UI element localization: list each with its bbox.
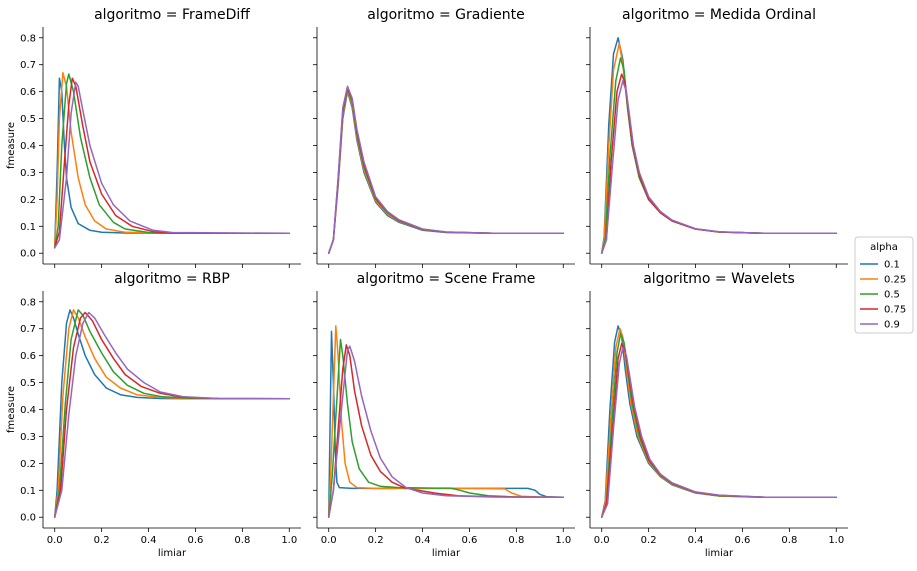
series-line-alpha-0.1	[327, 330, 565, 518]
facet-panel-framediff: algoritmo = FrameDiff 0.0 0.1 0.2 0.3 0.4 0.5 0…	[6, 7, 301, 268]
x-tick-label: 1.0	[828, 535, 844, 546]
x-axis-label: limiar	[705, 548, 734, 559]
series-line-alpha-0.9	[327, 85, 565, 254]
series-line-alpha-0.1	[327, 90, 565, 254]
x-tick-label: 0.0	[594, 535, 610, 546]
y-tick-label: 0.4	[20, 405, 36, 416]
x-axis-label: limiar	[158, 548, 187, 559]
y-tick-label: 0.6	[20, 87, 36, 98]
y-tick-label: 0.2	[20, 195, 36, 206]
y-axis-label: fmeasure	[6, 386, 17, 433]
x-tick-label: 1.0	[555, 535, 571, 546]
series-line-alpha-0.5	[53, 309, 291, 518]
x-tick-label: 0.2	[641, 535, 657, 546]
x-axis-label: limiar	[432, 548, 461, 559]
series-line-alpha-0.25	[600, 42, 838, 254]
x-tick-label: 0.8	[508, 535, 524, 546]
x-tick-label: 0.4	[141, 535, 157, 546]
x-tick-label: 0.4	[688, 535, 704, 546]
legend-title: alpha	[870, 242, 898, 253]
series-line-alpha-0.9	[600, 80, 838, 254]
series-line-alpha-0.5	[600, 57, 838, 254]
series-line-alpha-0.9	[600, 346, 838, 518]
legend: alpha 0.1 0.25 0.5 0.75 0.9	[854, 236, 914, 334]
y-tick-label: 0.1	[20, 222, 36, 233]
y-tick-label: 0.4	[20, 141, 36, 152]
series-line-alpha-0.25	[53, 72, 291, 249]
y-tick-label: 0.5	[20, 378, 36, 389]
series-line-alpha-0.25	[327, 325, 565, 518]
panel-title: algoritmo = RBP	[114, 271, 230, 287]
y-tick-label: 0.0	[20, 249, 36, 260]
panel-title: algoritmo = FrameDiff	[94, 7, 250, 23]
series-line-alpha-0.5	[327, 338, 565, 518]
panel-title: algoritmo = Medida Ordinal	[622, 7, 816, 23]
series-line-alpha-0.1	[53, 77, 291, 249]
y-tick-label: 0.0	[20, 513, 36, 524]
y-tick-label: 0.7	[20, 60, 36, 71]
x-tick-label: 0.6	[735, 535, 751, 546]
panel-title: algoritmo = Wavelets	[643, 271, 795, 287]
facet-panel-gradiente: algoritmo = Gradiente	[313, 7, 575, 268]
y-tick-label: 0.7	[20, 324, 36, 335]
y-tick-label: 0.8	[20, 33, 36, 44]
panel-title: algoritmo = Scene Frame	[357, 271, 536, 287]
facet-panel-wavelets: algoritmo = Wavelets 0.0 0.2 0.4 0.6 0.8 1.0 li…	[586, 271, 848, 559]
x-tick-label: 0.2	[94, 535, 110, 546]
y-tick-label: 0.1	[20, 486, 36, 497]
series-line-alpha-0.9	[53, 81, 291, 249]
y-tick-label: 0.3	[20, 432, 36, 443]
y-tick-label: 0.6	[20, 351, 36, 362]
x-tick-label: 0.6	[462, 535, 478, 546]
x-tick-label: 0.0	[321, 535, 337, 546]
legend-entry-label: 0.9	[884, 320, 900, 331]
series-line-alpha-0.1	[600, 37, 838, 254]
series-line-alpha-0.25	[53, 309, 291, 518]
series-line-alpha-0.9	[327, 345, 565, 518]
facet-panel-rbp: algoritmo = RBP 0.0 0.1 0.2 0.3 0.4 0.5 0.6 0.7 0…	[6, 271, 301, 559]
panel-title: algoritmo = Gradiente	[367, 7, 524, 23]
y-tick-label: 0.2	[20, 459, 36, 470]
series-line-alpha-0.75	[53, 77, 291, 249]
x-tick-label: 0.8	[781, 535, 797, 546]
x-tick-label: 0.8	[234, 535, 250, 546]
legend-entry-label: 0.25	[884, 275, 906, 286]
series-line-alpha-0.5	[53, 73, 291, 249]
x-tick-label: 1.0	[281, 535, 297, 546]
x-tick-label: 0.4	[415, 535, 431, 546]
series-line-alpha-0.1	[53, 309, 291, 518]
legend-entry-label: 0.5	[884, 290, 900, 301]
series-line-alpha-0.25	[327, 89, 565, 254]
x-tick-label: 0.2	[368, 535, 384, 546]
facet-panel-scene-frame: algoritmo = Scene Frame 0.0 0.2 0.4 0.6 0.8 1.…	[313, 271, 575, 559]
y-tick-label: 0.8	[20, 297, 36, 308]
x-tick-label: 0.6	[188, 535, 204, 546]
series-line-alpha-0.75	[327, 344, 565, 518]
y-tick-label: 0.5	[20, 114, 36, 125]
series-line-alpha-0.75	[53, 311, 291, 518]
legend-entry-label: 0.1	[884, 260, 900, 271]
y-tick-label: 0.3	[20, 168, 36, 179]
facet-panel-medida-ordinal: algoritmo = Medida Ordinal	[586, 7, 848, 268]
x-tick-label: 0.0	[47, 535, 63, 546]
series-line-alpha-0.9	[53, 311, 291, 518]
legend-entry-label: 0.75	[884, 305, 906, 316]
y-axis-label: fmeasure	[6, 122, 17, 169]
series-line-alpha-0.5	[600, 333, 838, 518]
